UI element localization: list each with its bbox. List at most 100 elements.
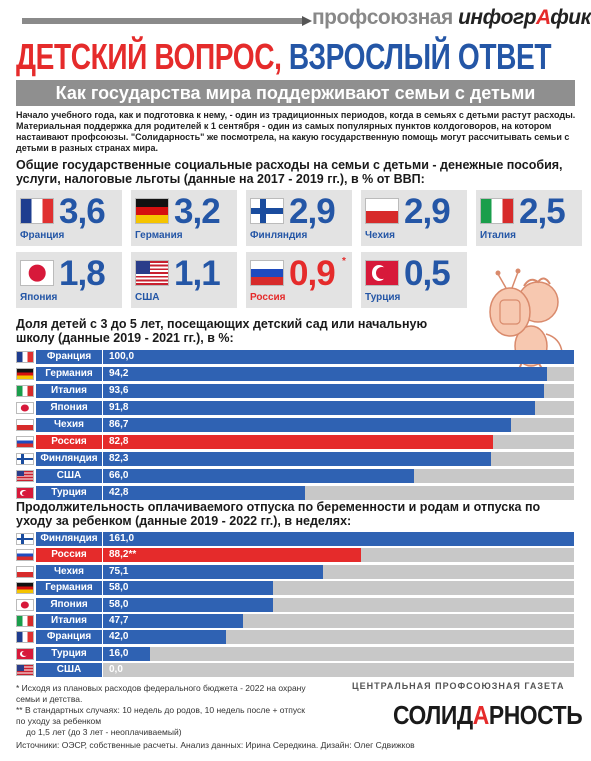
flag-finland-icon [250, 198, 284, 224]
bar [103, 630, 226, 645]
bar [103, 646, 150, 661]
bar-row: Франция 100,0 [16, 350, 574, 364]
bar-row: Финляндия 82,3 [16, 452, 574, 466]
flag-italy-icon [16, 385, 34, 397]
spending-country: Финляндия [250, 230, 308, 241]
bar-value-label: 66,0 [109, 470, 129, 481]
publisher-tagline: ЦЕНТРАЛЬНАЯ ПРОФСОЮЗНАЯ ГАЗЕТА [352, 681, 565, 691]
bar-label: Чехия [36, 564, 102, 579]
bar-track [103, 663, 574, 678]
flag-turkey-icon [16, 487, 34, 499]
spending-value: 3,2 [174, 192, 221, 231]
spending-tile: 2,5 Италия [476, 190, 582, 246]
bar [103, 435, 493, 449]
spending-tile: 2,9 Чехия [361, 190, 467, 246]
brand-title: профсоюзная инфогрАфика [312, 6, 591, 29]
bar-row: США 0,0 [16, 663, 574, 678]
bar-label: Франция [36, 350, 102, 364]
flag-turkey-icon [16, 647, 34, 660]
bar-row: Япония 91,8 [16, 401, 574, 415]
spending-country: США [135, 292, 160, 303]
bar-label: Россия [36, 548, 102, 563]
bar-row: Италия 93,6 [16, 384, 574, 398]
flag-japan-icon [20, 260, 54, 286]
bar-row: Чехия 75,1 [16, 564, 574, 579]
bar-row: США 66,0 [16, 469, 574, 483]
spending-value: 0,5 [404, 254, 451, 293]
bar-label: Финляндия [36, 452, 102, 466]
pencil-icon [22, 18, 302, 24]
spending-value: 2,9 [404, 192, 451, 231]
bar-label: США [36, 469, 102, 483]
bar-value-label: 42,8 [109, 487, 129, 498]
flag-russia-icon [16, 549, 34, 562]
bar-value-label: 58,0 [109, 598, 129, 610]
bar-value-label: 94,2 [109, 368, 129, 379]
flag-italy-icon [480, 198, 514, 224]
bar-value-label: 42,0 [109, 631, 129, 643]
bar-value-label: 82,8 [109, 436, 129, 447]
bar-label: Финляндия [36, 532, 102, 546]
bar-label: Япония [36, 597, 102, 612]
bar-label: США [36, 663, 102, 678]
spending-tile: 1,1 США [131, 252, 237, 308]
bar-value-label: 93,6 [109, 385, 129, 396]
pencil-tip-icon [302, 16, 312, 26]
spending-value: 2,5 [519, 192, 566, 231]
intro-text: Начало учебного года, как и подготовка к… [16, 110, 576, 153]
bar [103, 564, 323, 579]
bar-row: Германия 58,0 [16, 581, 574, 596]
flag-finland-icon [16, 453, 34, 465]
flag-russia-icon [16, 436, 34, 448]
section-title-kindergarten: Доля детей с 3 до 5 лет, посещающих детс… [16, 317, 428, 345]
spending-country: Турция [365, 292, 401, 303]
flag-france-icon [16, 631, 34, 644]
bar-row: Япония 58,0 [16, 597, 574, 612]
bar-value-label: 47,7 [109, 615, 129, 626]
flag-germany-icon [135, 198, 169, 224]
page-title-part2: ВЗРОСЛЫЙ ОТВЕТ [288, 36, 552, 77]
sources: Источники: ОЭСР, собственные расчеты. Ан… [16, 740, 415, 750]
bar-row: Франция 42,0 [16, 630, 574, 645]
flag-czechia-icon [16, 419, 34, 431]
footnote-1: * Исходя из плановых расходов федерально… [16, 683, 306, 704]
section-title-spending: Общие государственные социальные расходы… [16, 158, 563, 186]
section-title-leave: Продолжительность оплачиваемого отпуска … [16, 500, 541, 528]
bar-row: Италия 47,7 [16, 614, 574, 628]
spending-value: 2,9 [289, 192, 336, 231]
bar-row: Чехия 86,7 [16, 418, 574, 432]
flag-russia-icon [250, 260, 284, 286]
bar [103, 452, 491, 466]
bar-value-label: 58,0 [109, 582, 129, 594]
bar [103, 418, 512, 432]
flag-usa-icon [135, 260, 169, 286]
spending-tile: 1,8 Япония [16, 252, 122, 308]
bar [103, 597, 273, 612]
bar [103, 532, 574, 546]
spending-tile: 2,9 Финляндия [246, 190, 352, 246]
bar-label: Франция [36, 630, 102, 645]
bar-label: Чехия [36, 418, 102, 432]
bar [103, 581, 273, 596]
flag-finland-icon [16, 533, 34, 545]
bar [103, 401, 536, 415]
bar-value-label: 16,0 [109, 647, 129, 659]
spending-footnote-mark: * [342, 256, 346, 267]
flag-japan-icon [16, 402, 34, 414]
bar-row: Турция 42,8 [16, 486, 574, 500]
bar-row: Россия 88,2** [16, 548, 574, 563]
bar-label: Япония [36, 401, 102, 415]
flag-turkey-icon [365, 260, 399, 286]
bar-label: Италия [36, 614, 102, 628]
flag-czechia-icon [365, 198, 399, 224]
bar-label: Италия [36, 384, 102, 398]
bar-row: Германия 94,2 [16, 367, 574, 381]
spending-value: 3,6 [59, 192, 106, 231]
bar [103, 350, 574, 364]
bar [103, 469, 414, 483]
flag-usa-icon [16, 664, 34, 677]
spending-tile: 3,6 Франция [16, 190, 122, 246]
bar-value-label: 88,2** [109, 549, 137, 561]
bar-row: Россия 82,8 [16, 435, 574, 449]
bar-value-label: 86,7 [109, 419, 129, 430]
